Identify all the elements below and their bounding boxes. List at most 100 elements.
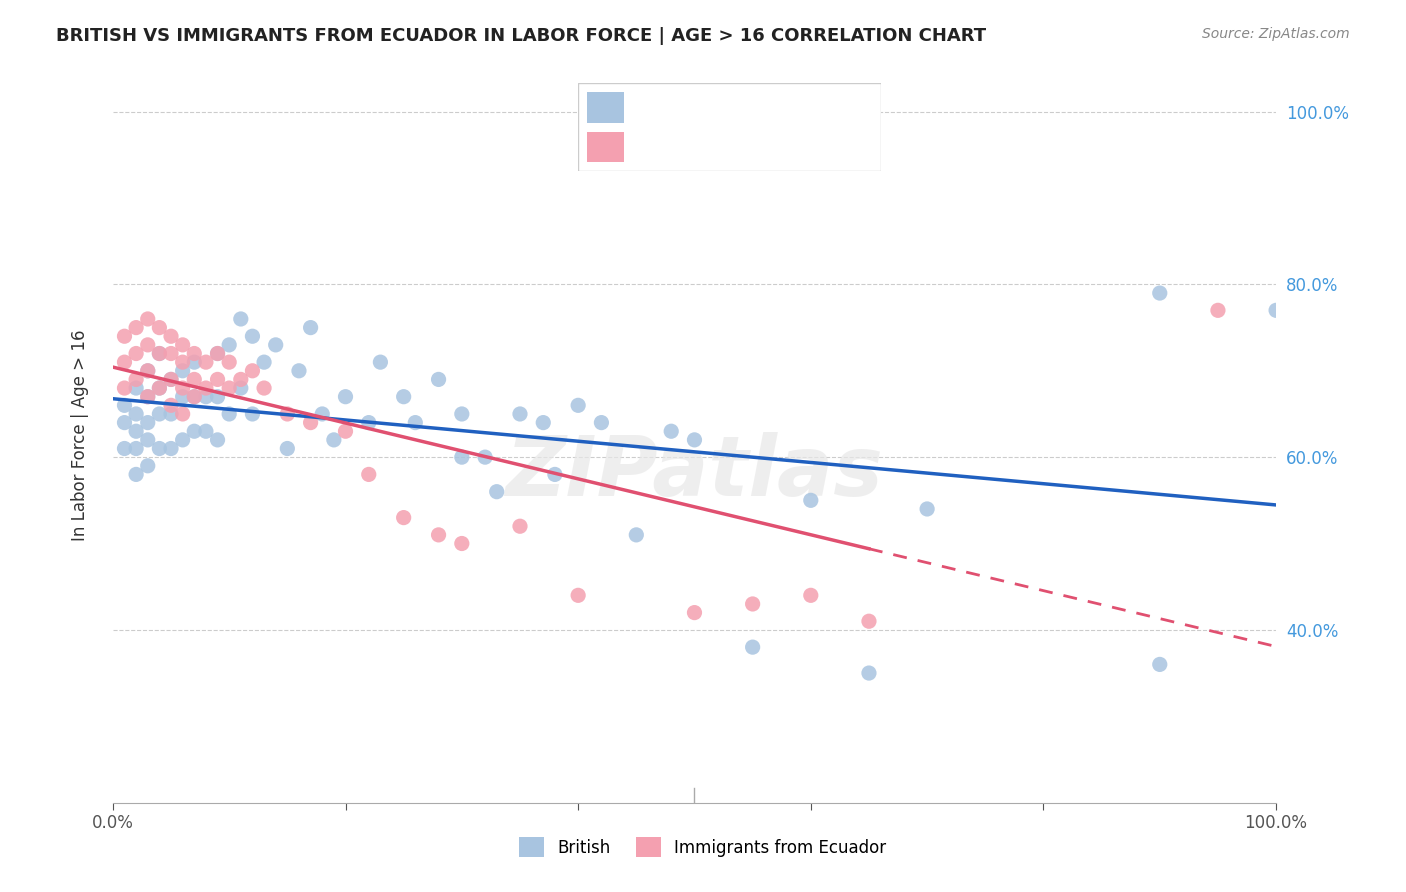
Point <box>531 416 554 430</box>
Point <box>800 493 823 508</box>
Point <box>194 424 217 438</box>
Text: ZIPatlas: ZIPatlas <box>506 432 883 513</box>
Point <box>1149 286 1171 301</box>
Point <box>253 355 276 369</box>
Text: BRITISH VS IMMIGRANTS FROM ECUADOR IN LABOR FORCE | AGE > 16 CORRELATION CHART: BRITISH VS IMMIGRANTS FROM ECUADOR IN LA… <box>56 27 987 45</box>
Point <box>148 381 170 395</box>
Point <box>1206 303 1229 318</box>
Point <box>335 390 357 404</box>
Point <box>474 450 496 464</box>
Point <box>136 364 159 378</box>
Point <box>335 424 357 438</box>
Point <box>207 433 229 447</box>
Point <box>136 338 159 352</box>
Point <box>183 355 205 369</box>
Point <box>172 364 194 378</box>
Point <box>276 442 298 456</box>
Point <box>148 346 170 360</box>
Point <box>311 407 333 421</box>
Point <box>242 407 264 421</box>
Point <box>125 467 148 482</box>
Point <box>172 433 194 447</box>
Point <box>370 355 392 369</box>
Point <box>160 442 183 456</box>
Point <box>242 329 264 343</box>
Point <box>148 407 170 421</box>
Point <box>160 372 183 386</box>
Point <box>194 355 217 369</box>
Point <box>136 433 159 447</box>
Point <box>125 320 148 334</box>
Point <box>207 346 229 360</box>
Point <box>136 364 159 378</box>
Point <box>229 372 252 386</box>
Point <box>183 390 205 404</box>
Point <box>357 467 380 482</box>
Point <box>125 372 148 386</box>
Point <box>427 528 450 542</box>
Point <box>183 390 205 404</box>
Point <box>207 346 229 360</box>
Point <box>172 355 194 369</box>
Point <box>114 416 136 430</box>
Point <box>392 390 415 404</box>
Point <box>264 338 287 352</box>
Point <box>160 372 183 386</box>
Point <box>148 346 170 360</box>
Point <box>218 338 240 352</box>
Point <box>160 346 183 360</box>
Point <box>218 407 240 421</box>
Point <box>125 381 148 395</box>
Point <box>242 364 264 378</box>
Point <box>626 528 648 542</box>
Point <box>148 442 170 456</box>
Point <box>450 407 472 421</box>
Point <box>276 407 298 421</box>
Point <box>125 424 148 438</box>
Point <box>1265 303 1288 318</box>
Point <box>183 424 205 438</box>
Point <box>858 666 880 681</box>
Point <box>509 407 531 421</box>
Point <box>858 614 880 628</box>
Point <box>183 372 205 386</box>
Point <box>800 588 823 602</box>
Point <box>114 355 136 369</box>
Text: Source: ZipAtlas.com: Source: ZipAtlas.com <box>1202 27 1350 41</box>
Point <box>741 597 763 611</box>
Point <box>299 416 322 430</box>
Point <box>404 416 426 430</box>
Point <box>207 390 229 404</box>
Point <box>229 381 252 395</box>
Legend: British, Immigrants from Ecuador: British, Immigrants from Ecuador <box>512 829 894 866</box>
Point <box>427 372 450 386</box>
Point <box>172 338 194 352</box>
Y-axis label: In Labor Force | Age > 16: In Labor Force | Age > 16 <box>72 330 89 541</box>
Point <box>299 320 322 334</box>
Point <box>160 398 183 412</box>
Point <box>392 510 415 524</box>
Point <box>218 381 240 395</box>
Point <box>148 381 170 395</box>
Point <box>253 381 276 395</box>
Point <box>288 364 311 378</box>
Point <box>160 329 183 343</box>
Point <box>172 390 194 404</box>
Point <box>136 390 159 404</box>
Point <box>194 390 217 404</box>
Point <box>172 407 194 421</box>
Point <box>567 398 589 412</box>
Point <box>114 442 136 456</box>
Point <box>114 329 136 343</box>
Point <box>194 381 217 395</box>
Point <box>544 467 567 482</box>
Point <box>683 433 706 447</box>
Point <box>591 416 613 430</box>
Point <box>659 424 682 438</box>
Point <box>567 588 589 602</box>
Point <box>357 416 380 430</box>
Point <box>915 502 938 516</box>
Point <box>172 381 194 395</box>
Point <box>114 381 136 395</box>
Point <box>741 640 763 654</box>
